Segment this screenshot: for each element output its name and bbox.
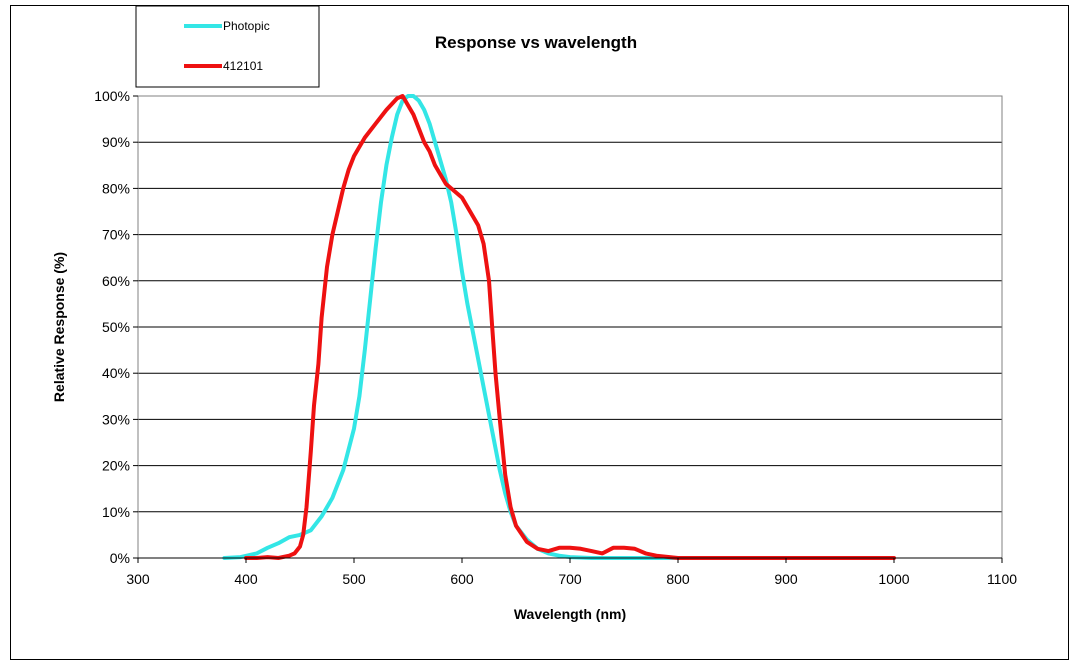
tick-labels: 0% 10% 20% 30% 40% 50% 60% 70% 80% 90% 100% 300 400 5… [94, 88, 1017, 587]
x-tick-label: 1100 [987, 571, 1017, 587]
y-tick-label: 40% [102, 365, 130, 381]
chart-frame: 0% 10% 20% 30% 40% 50% 60% 70% 80% 90% 100% 300 400 5… [10, 5, 1069, 660]
y-tick-label: 80% [102, 180, 130, 196]
legend-box [135, 6, 320, 88]
y-tick-label: 70% [102, 227, 130, 243]
x-tick-label: 400 [234, 571, 258, 587]
x-tick-label: 700 [558, 571, 582, 587]
chart-title: Response vs wavelength [435, 33, 637, 52]
y-tick-label: 90% [102, 134, 130, 150]
y-tick-label: 10% [102, 504, 130, 520]
x-tick-label: 900 [774, 571, 798, 587]
series-line-412101 [244, 94, 896, 560]
x-tick-label: 300 [126, 571, 150, 587]
x-tick-label: 1000 [878, 571, 909, 587]
y-tick-label: 0% [110, 550, 130, 566]
chart-svg: 0% 10% 20% 30% 40% 50% 60% 70% 80% 90% 100% 300 400 5… [51, 6, 1017, 622]
legend-label-photopic: Photopic [223, 19, 270, 33]
y-tick-label: 30% [102, 411, 130, 427]
y-tick-label: 100% [94, 88, 130, 104]
x-tick-label: 800 [666, 571, 690, 587]
y-axis-label: Relative Response (%) [51, 252, 67, 402]
x-axis-label: Wavelength (nm) [514, 606, 626, 622]
grid-lines [138, 95, 1002, 559]
y-tick-label: 20% [102, 458, 130, 474]
series-lines [222, 94, 896, 560]
legend: Photopic 412101 [135, 6, 320, 88]
x-tick-label: 600 [450, 571, 474, 587]
y-tick-label: 60% [102, 273, 130, 289]
y-tick-label: 50% [102, 319, 130, 335]
legend-label-412101: 412101 [223, 59, 263, 73]
x-tick-label: 500 [342, 571, 366, 587]
